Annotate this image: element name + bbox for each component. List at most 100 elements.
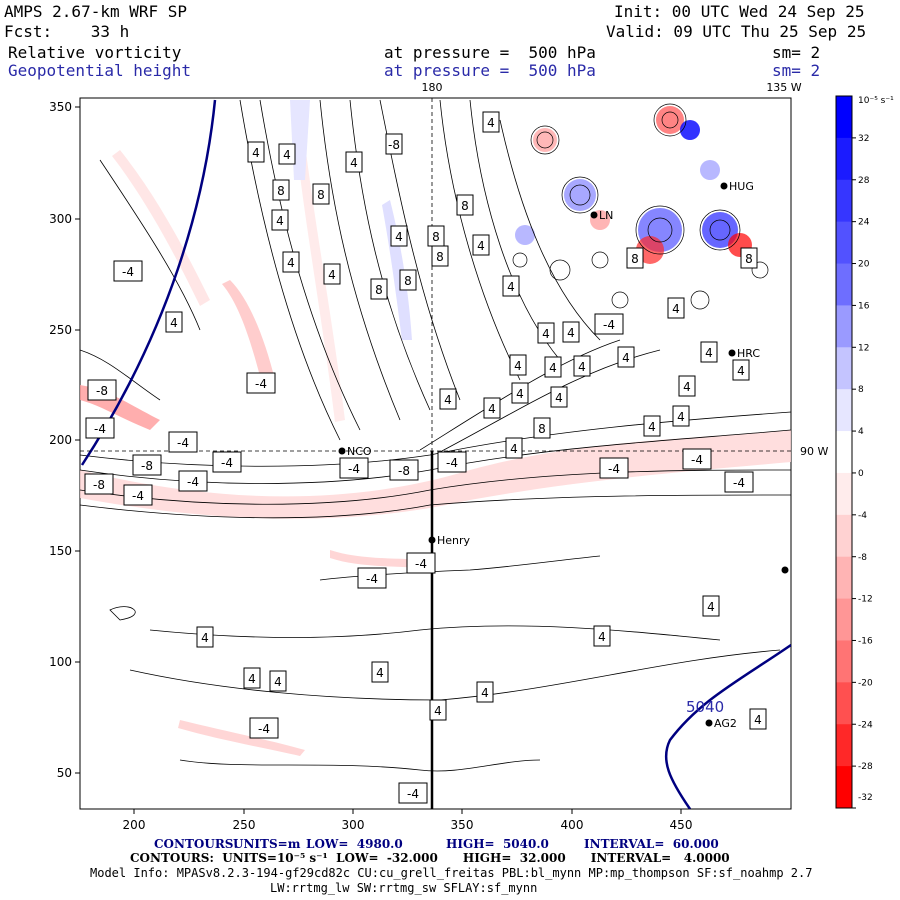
field2-smoothing: sm= 2 xyxy=(772,61,821,80)
colorbar-tick: 24 xyxy=(858,218,870,228)
svg-text:4: 4 xyxy=(567,326,575,340)
svg-text:4: 4 xyxy=(555,391,563,405)
svg-text:-8: -8 xyxy=(141,459,153,473)
x-tick-400: 400 xyxy=(561,818,584,832)
colorbar-tick: 0 xyxy=(858,469,864,479)
svg-text:4: 4 xyxy=(201,631,209,645)
colorbar-tick: -4 xyxy=(858,511,867,521)
meridian-label-top: 180 xyxy=(422,81,443,94)
model-title: AMPS 2.67-km WRF SP xyxy=(4,2,188,21)
svg-text:4: 4 xyxy=(274,675,282,689)
x-tick-450: 450 xyxy=(670,818,693,832)
svg-text:4: 4 xyxy=(283,148,291,162)
svg-text:4: 4 xyxy=(542,327,550,341)
svg-text:8: 8 xyxy=(317,188,325,202)
svg-text:-4: -4 xyxy=(446,456,458,470)
svg-text:4: 4 xyxy=(707,600,715,614)
colorbar-cell xyxy=(836,682,852,725)
field1-smoothing: sm= 2 xyxy=(772,43,821,62)
colorbar-tick: 16 xyxy=(858,301,870,311)
colorbar-tick: -28 xyxy=(858,762,873,772)
colorbar-tick: 12 xyxy=(858,343,869,353)
colorbar: 10⁻⁵ s⁻¹ 32 28 24 20 16 12 8 4 0 -4 -8 -12 -16 -20 -24… xyxy=(835,95,894,809)
station-henry: Henry xyxy=(437,534,471,547)
svg-text:4: 4 xyxy=(170,316,178,330)
svg-text:4: 4 xyxy=(549,361,557,375)
colorbar-tick: -32 xyxy=(858,793,873,803)
svg-text:8: 8 xyxy=(432,230,440,244)
svg-text:4: 4 xyxy=(488,402,496,416)
colorbar-tick: -8 xyxy=(858,553,867,563)
svg-text:4: 4 xyxy=(672,302,680,316)
x-tick-350: 350 xyxy=(451,818,474,832)
svg-text:4: 4 xyxy=(516,387,524,401)
svg-text:4: 4 xyxy=(395,230,403,244)
y-tick-350: 350 xyxy=(49,100,72,114)
colorbar-cell xyxy=(836,431,852,474)
svg-text:-8: -8 xyxy=(93,478,105,492)
colorbar-tick: -20 xyxy=(858,678,873,688)
y-tick-200: 200 xyxy=(49,433,72,447)
colorbar-cell xyxy=(836,221,852,265)
contours-vorticity-info: CONTOURS: UNITS=10⁻⁵ s⁻¹ LOW= -32.000 HI… xyxy=(130,851,730,865)
field2-level: at pressure = 500 hPa xyxy=(384,61,596,80)
y-tick-300: 300 xyxy=(49,212,72,226)
svg-text:-4: -4 xyxy=(407,787,419,801)
svg-text:4: 4 xyxy=(514,359,522,373)
contours-height-low: LOW= 4980.0 xyxy=(306,837,403,851)
svg-text:4: 4 xyxy=(444,393,452,407)
svg-text:-4: -4 xyxy=(691,453,703,467)
svg-text:-4: -4 xyxy=(733,476,745,490)
colorbar-cell xyxy=(836,305,852,348)
y-tick-250: 250 xyxy=(49,323,72,337)
y-tick-100: 100 xyxy=(49,655,72,669)
svg-text:4: 4 xyxy=(507,280,515,294)
colorbar-tick: 4 xyxy=(858,427,864,437)
colorbar-cell xyxy=(836,96,852,139)
contours-height-label: CONTOURS: xyxy=(154,837,238,851)
svg-text:4: 4 xyxy=(248,672,256,686)
colorbar-cell xyxy=(836,179,852,223)
svg-text:-4: -4 xyxy=(258,722,270,736)
svg-text:8: 8 xyxy=(461,199,469,213)
colorbar-cell xyxy=(836,598,852,641)
svg-text:8: 8 xyxy=(538,422,546,436)
field1-name: Relative vorticity xyxy=(8,43,182,62)
x-tick-250: 250 xyxy=(233,818,256,832)
svg-text:-4: -4 xyxy=(608,462,620,476)
svg-text:4: 4 xyxy=(481,686,489,700)
svg-text:4: 4 xyxy=(648,420,656,434)
colorbar-cell xyxy=(836,514,852,558)
colorbar-cell xyxy=(836,640,852,683)
svg-text:8: 8 xyxy=(436,250,444,264)
svg-text:8: 8 xyxy=(631,252,639,266)
svg-text:-4: -4 xyxy=(415,557,427,571)
colorbar-tick: -24 xyxy=(858,720,873,730)
svg-text:4: 4 xyxy=(683,380,691,394)
station-hrc: HRC xyxy=(737,347,760,360)
station-nco: NCO xyxy=(347,445,372,458)
height-label-5040: 5040 xyxy=(686,698,724,716)
svg-text:-4: -4 xyxy=(132,489,144,503)
svg-text:4: 4 xyxy=(376,666,384,680)
colorbar-tick: 28 xyxy=(858,176,870,186)
svg-text:8: 8 xyxy=(375,283,383,297)
colorbar-cell xyxy=(836,472,852,516)
svg-text:-4: -4 xyxy=(221,456,233,470)
svg-text:4: 4 xyxy=(754,713,762,727)
contours-height-interval: INTERVAL= 60.000 xyxy=(584,837,719,851)
svg-text:4: 4 xyxy=(737,364,745,378)
svg-text:-4: -4 xyxy=(94,422,106,436)
vorticity-labels: 4 4 4 4 -8 8 8 8 4 4 8 8 4 4 4 8 8 4 -4 … xyxy=(84,111,767,804)
vorticity-field xyxy=(80,98,791,809)
station-hug: HUG xyxy=(729,180,754,193)
y-tick-50: 50 xyxy=(57,766,72,780)
colorbar-cell xyxy=(836,389,852,432)
svg-text:-8: -8 xyxy=(398,464,410,478)
svg-text:4: 4 xyxy=(705,346,713,360)
colorbar-tick: 8 xyxy=(858,385,864,395)
svg-text:4: 4 xyxy=(434,704,442,718)
colorbar-tick: -12 xyxy=(858,595,873,605)
contours-height-units: UNITS=m xyxy=(233,837,301,851)
